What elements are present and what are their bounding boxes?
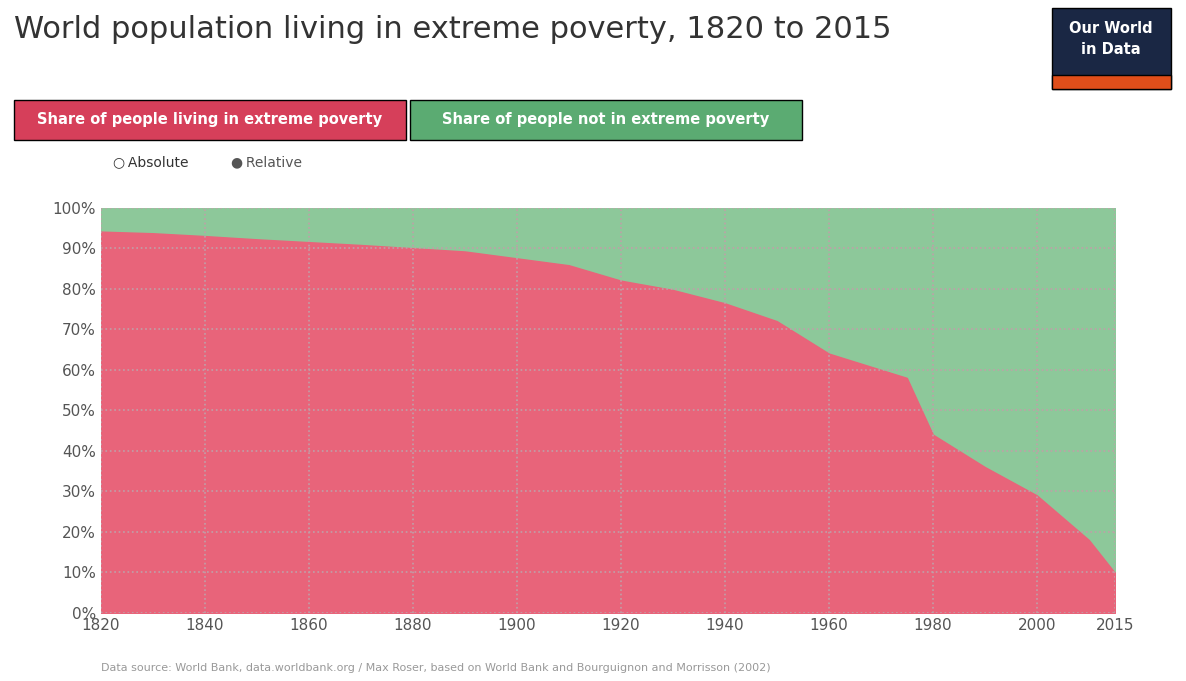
Text: Our World
in Data: Our World in Data xyxy=(1070,20,1153,57)
Text: Share of people living in extreme poverty: Share of people living in extreme povert… xyxy=(38,112,382,127)
Text: ○ Absolute: ○ Absolute xyxy=(113,155,189,169)
Text: Share of people not in extreme poverty: Share of people not in extreme poverty xyxy=(442,112,770,127)
Text: ● Relative: ● Relative xyxy=(231,155,302,169)
Text: Data source: World Bank, data.worldbank.org / Max Roser, based on World Bank and: Data source: World Bank, data.worldbank.… xyxy=(101,663,771,673)
Text: World population living in extreme poverty, 1820 to 2015: World population living in extreme pover… xyxy=(14,15,892,44)
